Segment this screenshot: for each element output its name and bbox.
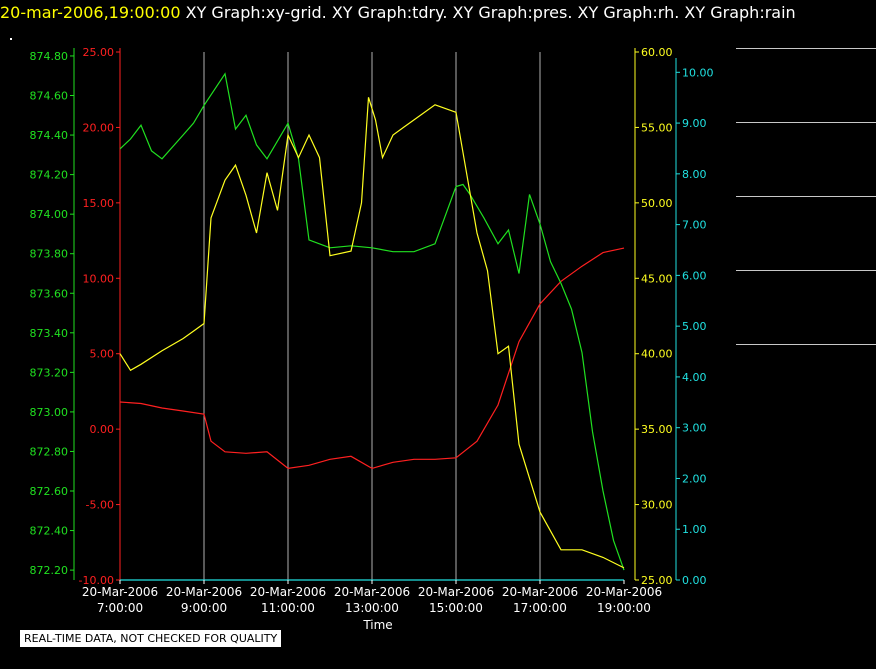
rain-tick-label: 0.00 bbox=[682, 574, 707, 587]
series-line-rh bbox=[119, 97, 625, 569]
rh-tick-label: 45.00 bbox=[641, 272, 673, 285]
rh-tick-label: 60.00 bbox=[641, 46, 673, 59]
legend-date: 20-Mar-2006 bbox=[738, 161, 821, 176]
x-tick-label-time: 17:00:00 bbox=[513, 601, 567, 615]
rain-tick-label: 6.00 bbox=[682, 269, 707, 282]
pres-tick-label: 873.20 bbox=[30, 366, 69, 379]
legend-name: —iss-mapr/surface_m bbox=[738, 125, 876, 140]
legend-var: time : rain bbox=[738, 291, 806, 306]
grid-lines bbox=[203, 52, 541, 580]
legend-time: 18:59:03 bbox=[738, 179, 797, 194]
graph-titles: XY Graph:xy-grid. XY Graph:tdry. XY Grap… bbox=[185, 3, 796, 22]
legend: —iss-mapr/surface_m time : tdry 20-Mar-2… bbox=[736, 48, 876, 345]
x-tick-label-time: 15:00:00 bbox=[429, 601, 483, 615]
pres-tick-label: 873.60 bbox=[30, 287, 69, 300]
rain-tick-label: 1.00 bbox=[682, 523, 707, 536]
axes: 872.20 872.40 872.60 872.80 873.00 873.20 873.… bbox=[30, 46, 714, 587]
pres-tick-label: 872.20 bbox=[30, 564, 69, 577]
window-title: 20-mar-2006,19:00:00 XY Graph:xy-grid. X… bbox=[0, 3, 796, 23]
x-tick-label-date: 20-Mar-2006 bbox=[166, 585, 242, 599]
legend-date: 20-Mar-2006 bbox=[738, 235, 821, 250]
pres-tick-label: 874.60 bbox=[30, 90, 69, 103]
legend-name: —iss-mapr/surface_m bbox=[738, 51, 876, 66]
pres-tick-label: 874.80 bbox=[30, 50, 69, 63]
tdry-tick-label: -5.00 bbox=[86, 499, 114, 512]
legend-var: time : tdry bbox=[738, 69, 807, 84]
x-tick-label-date: 20-Mar-2006 bbox=[502, 585, 578, 599]
x-tick-label-date: 20-Mar-2006 bbox=[82, 585, 158, 599]
marker-dot bbox=[10, 38, 12, 40]
x-tick-label-date: 20-Mar-2006 bbox=[586, 585, 662, 599]
x-tick-label-time: 13:00:00 bbox=[345, 601, 399, 615]
rain-tick-label: 4.00 bbox=[682, 371, 707, 384]
legend-date: 20-Mar-2006 bbox=[738, 309, 821, 324]
legend-entry-rain[interactable]: —iss-mapr/surface_m time : rain 20-Mar-2… bbox=[736, 270, 876, 345]
tdry-tick-label: 0.00 bbox=[90, 423, 115, 436]
x-tick-label-date: 20-Mar-2006 bbox=[418, 585, 494, 599]
series-line-tdry bbox=[119, 247, 625, 470]
x-tick-label-date: 20-Mar-2006 bbox=[334, 585, 410, 599]
x-tick-label-time: 9:00:00 bbox=[181, 601, 227, 615]
rh-tick-label: 25.00 bbox=[641, 574, 673, 587]
legend-name: —iss-mapr/surface_m bbox=[738, 199, 876, 214]
x-tick-label-time: 7:00:00 bbox=[97, 601, 143, 615]
rh-tick-label: 40.00 bbox=[641, 348, 673, 361]
quality-disclaimer: REAL-TIME DATA, NOT CHECKED FOR QUALITY bbox=[20, 630, 282, 647]
x-axis-label: Time bbox=[362, 618, 392, 632]
legend-name: —iss-mapr/surface_m bbox=[738, 273, 876, 288]
rh-tick-label: 50.00 bbox=[641, 197, 673, 210]
pres-tick-label: 872.60 bbox=[30, 485, 69, 498]
legend-date: 20-Mar-2006 bbox=[738, 87, 821, 102]
legend-time: 18:59:03 bbox=[738, 253, 797, 268]
legend-var: time : pres bbox=[738, 143, 809, 158]
series-line-pres bbox=[119, 72, 625, 571]
tdry-tick-label: 10.00 bbox=[83, 272, 115, 285]
x-tick-label-time: 19:00:00 bbox=[597, 601, 651, 615]
tdry-tick-label: -10.00 bbox=[79, 574, 114, 587]
legend-entry-pres[interactable]: —iss-mapr/surface_m time : pres 20-Mar-2… bbox=[736, 122, 876, 196]
tdry-tick-label: 5.00 bbox=[90, 348, 115, 361]
tdry-tick-label: 20.00 bbox=[83, 121, 115, 134]
x-tick-label-time: 11:00:00 bbox=[261, 601, 315, 615]
legend-time: 18:59:03 bbox=[738, 105, 797, 120]
tdry-tick-label: 15.00 bbox=[83, 197, 115, 210]
pres-tick-label: 874.00 bbox=[30, 208, 69, 221]
pres-tick-label: 872.80 bbox=[30, 445, 69, 458]
pres-tick-label: 873.80 bbox=[30, 248, 69, 261]
pres-tick-label: 873.40 bbox=[30, 327, 69, 340]
rain-tick-label: 10.00 bbox=[682, 66, 714, 79]
pres-tick-label: 872.40 bbox=[30, 525, 69, 538]
pres-tick-label: 874.20 bbox=[30, 169, 69, 182]
legend-entry-rh[interactable]: —iss-mapr/surface_m time : rh 20-Mar-200… bbox=[736, 196, 876, 270]
pres-tick-label: 874.40 bbox=[30, 129, 69, 142]
legend-time: 18:59:03 bbox=[738, 327, 797, 342]
rh-tick-label: 35.00 bbox=[641, 423, 673, 436]
rain-tick-label: 9.00 bbox=[682, 117, 707, 130]
legend-var: time : rh bbox=[738, 217, 794, 232]
rain-tick-label: 8.00 bbox=[682, 168, 707, 181]
rain-tick-label: 3.00 bbox=[682, 422, 707, 435]
rh-tick-label: 55.00 bbox=[641, 121, 673, 134]
rain-tick-label: 5.00 bbox=[682, 320, 707, 333]
legend-entry-tdry[interactable]: —iss-mapr/surface_m time : tdry 20-Mar-2… bbox=[736, 48, 876, 122]
rh-tick-label: 30.00 bbox=[641, 499, 673, 512]
tdry-tick-label: 25.00 bbox=[83, 46, 115, 59]
current-datetime: 20-mar-2006,19:00:00 bbox=[0, 3, 181, 22]
x-tick-label-date: 20-Mar-2006 bbox=[250, 585, 326, 599]
rain-tick-label: 2.00 bbox=[682, 472, 707, 485]
rain-tick-label: 7.00 bbox=[682, 219, 707, 232]
x-axis-ticks: 20-Mar-2006 7:00:00 20-Mar-2006 9:00:00 20-M… bbox=[82, 580, 662, 615]
pres-tick-label: 873.00 bbox=[30, 406, 69, 419]
